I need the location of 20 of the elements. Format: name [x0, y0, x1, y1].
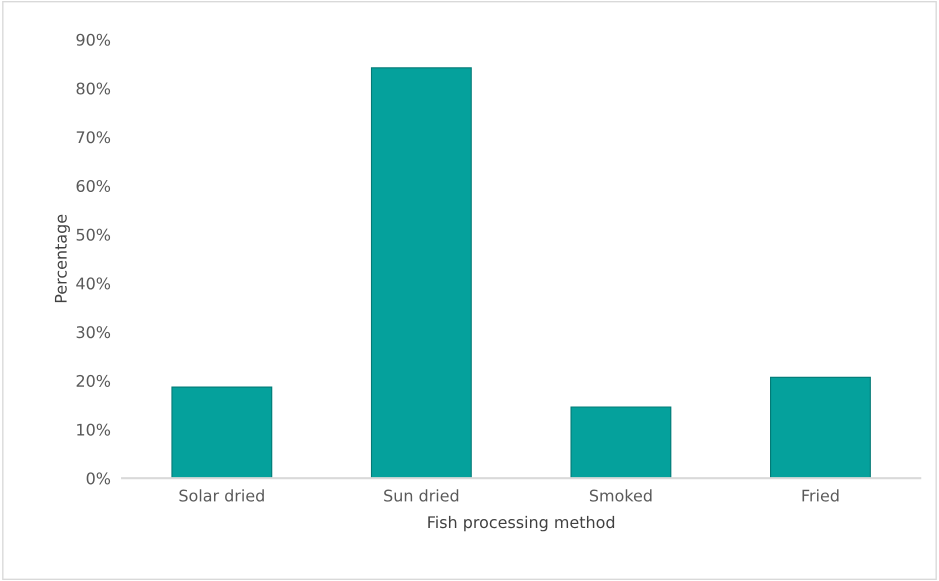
x-tick-label: Sun dried [384, 489, 458, 502]
bar [570, 406, 672, 478]
bar [370, 67, 472, 478]
y-tick-label: 20% [76, 374, 110, 387]
y-tick-label: 40% [76, 277, 110, 290]
y-tick-label: 50% [76, 228, 110, 241]
y-tick-label: 80% [76, 82, 110, 95]
x-tick-label: Fried [802, 489, 838, 502]
x-tick-label: Smoked [590, 489, 652, 502]
y-tick-label: 0% [86, 472, 110, 484]
x-axis-title: Fish processing method [428, 516, 614, 532]
bar [171, 386, 272, 478]
y-tick-label: 90% [76, 34, 110, 46]
bar [770, 376, 871, 478]
x-tick-label: Solar dried [179, 489, 264, 502]
y-tick-label: 30% [76, 326, 110, 338]
y-tick-label: 70% [76, 131, 110, 144]
y-tick-label: 60% [76, 180, 110, 192]
y-tick-label: 10% [77, 424, 110, 436]
y-axis-title: Percentage [54, 214, 70, 302]
